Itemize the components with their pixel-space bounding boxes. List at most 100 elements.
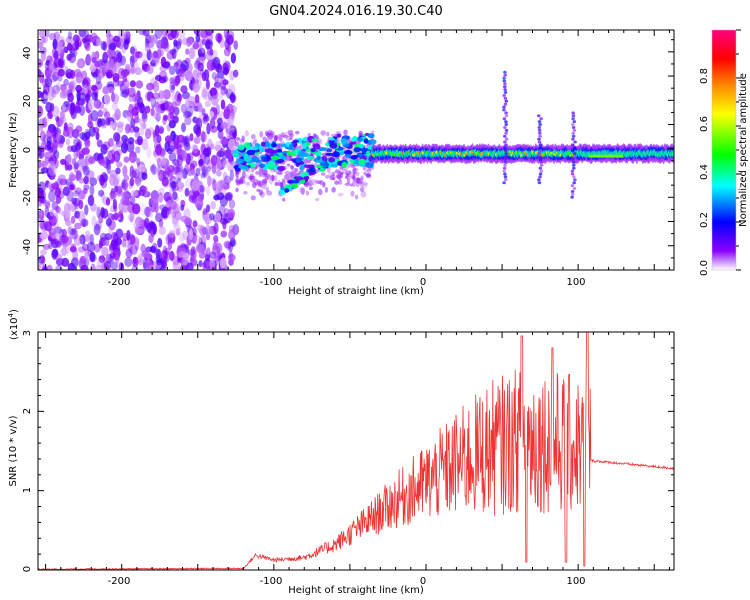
spectrogram-cell: [60, 158, 67, 165]
spectrogram-cell: [295, 176, 304, 181]
spectrogram-cell: [166, 199, 172, 207]
spectrogram-cell: [360, 190, 367, 198]
spectrogram-cell: [184, 111, 192, 118]
spectrogram-cell: [177, 181, 182, 188]
spectrogram-cell: [69, 102, 76, 113]
spectrogram-cell: [365, 173, 372, 177]
spectrogram-cell: [98, 240, 103, 249]
spectrogram-cell: [89, 184, 95, 196]
spectrogram-cell: [503, 82, 507, 86]
spectrogram-cell: [41, 196, 47, 205]
spectrogram-cell: [112, 72, 120, 83]
spectrogram-cell: [70, 79, 77, 87]
spectrogram-cell: [230, 105, 238, 114]
spectrogram-cell: [212, 179, 217, 191]
spectrogram-cell: [100, 143, 108, 155]
spectrogram-cell: [503, 85, 507, 89]
spectrogram-cell: [141, 172, 148, 180]
spectrogram-cell: [138, 252, 143, 263]
spectrogram-cell: [144, 91, 152, 102]
spectrogram-cell: [572, 187, 577, 190]
colorbar-tick-label: 0.8: [699, 68, 710, 84]
spectrogram-cell: [164, 141, 170, 152]
spectrogram-cell: [88, 156, 96, 165]
spectrogram-cell: [364, 162, 374, 168]
spectrogram-cell: [572, 181, 576, 185]
spectrogram-cell: [201, 235, 207, 247]
spectrogram-cell: [156, 170, 162, 178]
spectrogram-cell: [58, 137, 64, 149]
spectrogram-x-tick-label: 0: [420, 277, 426, 288]
spectrogram-cell: [260, 141, 266, 147]
spectrogram-cell: [38, 198, 43, 207]
spectrogram-cell: [228, 229, 236, 241]
spectrogram-cell: [280, 143, 287, 148]
spectrogram-cell: [156, 49, 162, 59]
spectrogram-cell: [170, 130, 176, 141]
spectrogram-cell: [85, 53, 92, 65]
spectrogram-cell: [155, 101, 160, 113]
spectrogram-cell: [178, 30, 186, 39]
spectrogram-cell: [243, 155, 252, 162]
spectrogram-cell: [572, 152, 577, 156]
spectrogram-cell: [139, 203, 146, 216]
spectrogram-cell: [503, 96, 508, 100]
spectrogram-cell: [81, 70, 88, 80]
colorbar-tick-label: 0.6: [699, 116, 710, 132]
spectrogram-cell: [169, 81, 175, 93]
spectrogram-cell: [337, 171, 344, 176]
spectrogram-cell: [312, 133, 317, 138]
spectrogram-cell: [217, 130, 224, 140]
spectrogram-cell: [182, 37, 189, 46]
spectrogram-cell: [79, 255, 87, 265]
spectrogram-frame: [37, 29, 675, 271]
spectrogram-cell: [273, 135, 277, 142]
spectrogram-cell: [230, 109, 235, 120]
spectrogram-cell: [130, 67, 135, 75]
spectrogram-cell: [295, 158, 301, 164]
spectrogram-cell: [150, 51, 159, 64]
spectrogram-cell: [240, 140, 244, 146]
spectrogram-cell: [48, 32, 57, 41]
spectrogram-cell: [126, 229, 131, 241]
spectrogram-cell: [100, 41, 107, 51]
spectrogram-cell: [38, 211, 43, 220]
spectrogram-cell: [200, 131, 208, 143]
spectrogram-cell: [503, 160, 508, 164]
spectrogram-cell: [133, 126, 140, 133]
spectrogram-cell: [122, 199, 131, 207]
spectrogram-cell: [571, 134, 576, 138]
spectrogram-cell: [225, 32, 230, 43]
spectrogram-cell: [227, 30, 235, 39]
spectrogram-cell: [194, 198, 204, 209]
spectrogram-cell: [504, 152, 508, 156]
spectrogram-cell: [141, 250, 149, 258]
spectrogram-cell: [134, 67, 142, 76]
spectrogram-cell: [60, 234, 69, 244]
spectrogram-cell: [570, 143, 575, 147]
spectrogram-cell: [38, 30, 47, 39]
spectrogram-cell: [121, 239, 127, 248]
spectrogram-cell: [176, 134, 185, 143]
spectrogram-cell: [49, 208, 55, 217]
spectrogram-cell: [502, 94, 507, 97]
spectrogram-cell: [72, 190, 80, 197]
spectrogram-cell: [310, 178, 317, 186]
spectrogram-cell: [290, 183, 299, 189]
spectrogram-cell: [236, 158, 244, 164]
spectrogram-cell: [65, 138, 70, 146]
spectrogram-cell: [222, 79, 229, 86]
spectrogram-cell: [168, 145, 176, 152]
spectrogram-cell: [502, 76, 506, 80]
spectrogram-cell: [281, 177, 287, 185]
spectrogram-cell: [162, 170, 169, 180]
spectrogram-cell: [243, 142, 251, 149]
spectrogram-cell: [104, 111, 111, 120]
spectrogram-cell: [671, 150, 674, 158]
spectrogram-cell: [184, 70, 193, 82]
spectrogram-cell: [53, 57, 62, 68]
spectrogram-cell: [357, 137, 363, 142]
spectrogram-cell: [53, 150, 60, 160]
spectrogram-cell: [107, 150, 113, 161]
spectrogram-cell: [206, 166, 212, 173]
